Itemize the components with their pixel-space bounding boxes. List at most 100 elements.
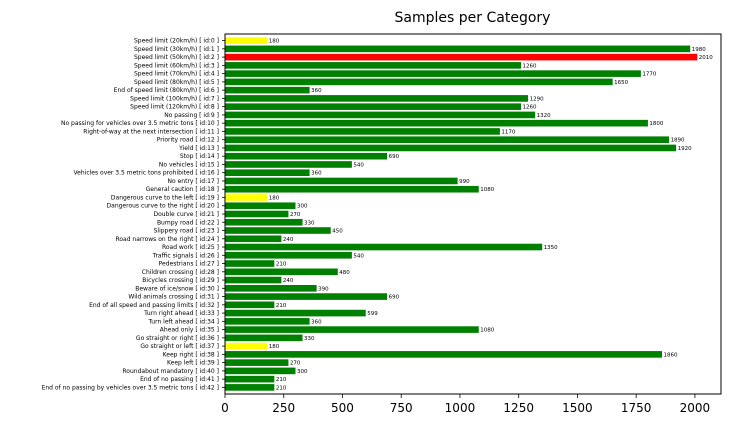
category-label: No vehicles [ id:15 ] — [159, 161, 219, 168]
value-labels-group: 1801980201012601770165036012901260132018… — [269, 39, 713, 392]
category-label: Road work [ id:25 ] — [162, 244, 219, 251]
category-label: Stop [ id:14 ] — [180, 153, 219, 160]
bar — [225, 62, 522, 69]
category-label: Beware of ice/snow [ id:30 ] — [135, 285, 219, 292]
bar — [225, 351, 663, 358]
category-label: Road narrows on the right [ id:24 ] — [115, 236, 219, 243]
category-label: No passing [ id:9 ] — [164, 112, 219, 119]
bar — [225, 169, 310, 177]
category-label: Traffic signals [ id:26 ] — [152, 252, 219, 259]
value-label: 210 — [276, 262, 287, 268]
category-label: Speed limit (80km/h) [ id:5 ] — [134, 79, 219, 86]
bar — [225, 227, 331, 234]
bar — [225, 136, 670, 143]
value-label: 1770 — [642, 72, 656, 78]
category-label: Double curve [ id:21 ] — [153, 211, 219, 218]
value-label: 1800 — [649, 121, 663, 127]
category-label: Ahead only [ id:35 ] — [160, 327, 219, 334]
value-label: 1260 — [523, 63, 537, 69]
value-label: 1860 — [664, 352, 678, 358]
x-tick-label: 1250 — [503, 401, 534, 415]
value-label: 1260 — [523, 105, 537, 111]
value-label: 540 — [353, 253, 364, 259]
category-label: Pedestrians [ id:27 ] — [159, 261, 219, 268]
category-label: Slippery road [ id:23 ] — [154, 228, 219, 235]
category-label: Speed limit (60km/h) [ id:3 ] — [134, 62, 219, 69]
chart-title: Samples per Category — [395, 10, 551, 26]
value-label: 1890 — [671, 138, 685, 144]
bar — [225, 326, 479, 333]
value-label: 240 — [283, 237, 294, 243]
category-label: Keep left [ id:39 ] — [167, 360, 219, 367]
value-label: 300 — [297, 369, 308, 375]
bar — [225, 128, 500, 135]
category-label: Speed limit (120km/h) [ id:8 ] — [130, 104, 219, 111]
bar — [225, 185, 479, 193]
value-label: 270 — [290, 212, 301, 218]
x-tick-label: 250 — [272, 401, 295, 415]
category-label: Speed limit (50km/h) [ id:2 ] — [134, 54, 219, 61]
value-label: 1170 — [501, 129, 515, 135]
category-label: Keep right [ id:38 ] — [163, 351, 219, 358]
bar — [225, 194, 268, 201]
category-label: Dangerous curve to the right [ id:20 ] — [107, 203, 219, 210]
category-label: End of all speed and passing limits [ id… — [89, 302, 219, 309]
value-label: 270 — [290, 361, 301, 367]
value-label: 2010 — [699, 55, 713, 61]
value-label: 210 — [276, 303, 287, 309]
value-label: 330 — [304, 336, 315, 342]
bar — [225, 111, 536, 119]
category-label: Turn left ahead [ id:34 ] — [148, 318, 219, 325]
value-label: 1290 — [530, 96, 544, 102]
x-tick-label: 750 — [390, 401, 413, 415]
category-label: Yield [ id:13 ] — [178, 145, 219, 152]
value-label: 480 — [339, 270, 350, 276]
bar — [225, 309, 366, 317]
value-label: 330 — [304, 220, 315, 226]
bar — [225, 210, 289, 218]
value-label: 360 — [311, 319, 322, 325]
value-label: 360 — [311, 88, 322, 94]
category-label: Speed limit (20km/h) [ id:0 ] — [134, 38, 219, 45]
bar — [225, 103, 522, 110]
category-label: Speed limit (100km/h) [ id:7 ] — [130, 95, 219, 102]
bar — [225, 37, 268, 44]
category-label: End of speed limit (80km/h) [ id:6 ] — [114, 87, 219, 94]
value-label: 540 — [353, 162, 364, 168]
bar — [225, 375, 275, 383]
bar — [225, 161, 352, 168]
x-tick-label: 0 — [221, 401, 229, 415]
bars-group — [225, 37, 698, 391]
value-label: 240 — [283, 278, 294, 284]
bar — [225, 218, 303, 226]
bar — [225, 342, 268, 350]
bar — [225, 243, 543, 251]
value-label: 210 — [276, 377, 287, 383]
bar — [225, 251, 352, 259]
bar — [225, 235, 282, 243]
category-label: End of no passing [ id:41 ] — [140, 376, 219, 383]
value-label: 1350 — [544, 245, 558, 251]
x-tick-label: 1500 — [562, 401, 593, 415]
bar — [225, 45, 691, 53]
bar — [225, 53, 698, 61]
bar — [225, 285, 317, 292]
category-label: Roundabout mandatory [ id:40 ] — [122, 368, 219, 375]
bar — [225, 293, 388, 300]
bar — [225, 86, 310, 94]
value-label: 180 — [269, 195, 280, 201]
value-label: 690 — [389, 295, 400, 301]
category-label: No passing for vehicles over 3.5 metric … — [61, 120, 219, 127]
value-label: 1650 — [614, 80, 628, 86]
bar — [225, 260, 275, 267]
bar — [225, 367, 296, 375]
value-label: 300 — [297, 204, 308, 210]
category-label: Children crossing [ id:28 ] — [142, 269, 219, 276]
value-label: 599 — [367, 311, 378, 317]
category-label: Vehicles over 3.5 metric tons prohibited… — [74, 170, 219, 177]
category-label: General caution [ id:18 ] — [146, 186, 219, 193]
category-label: Dangerous curve to the left [ id:19 ] — [111, 194, 219, 201]
value-label: 1320 — [537, 113, 551, 119]
category-label: Go straight or right [ id:36 ] — [136, 335, 219, 342]
